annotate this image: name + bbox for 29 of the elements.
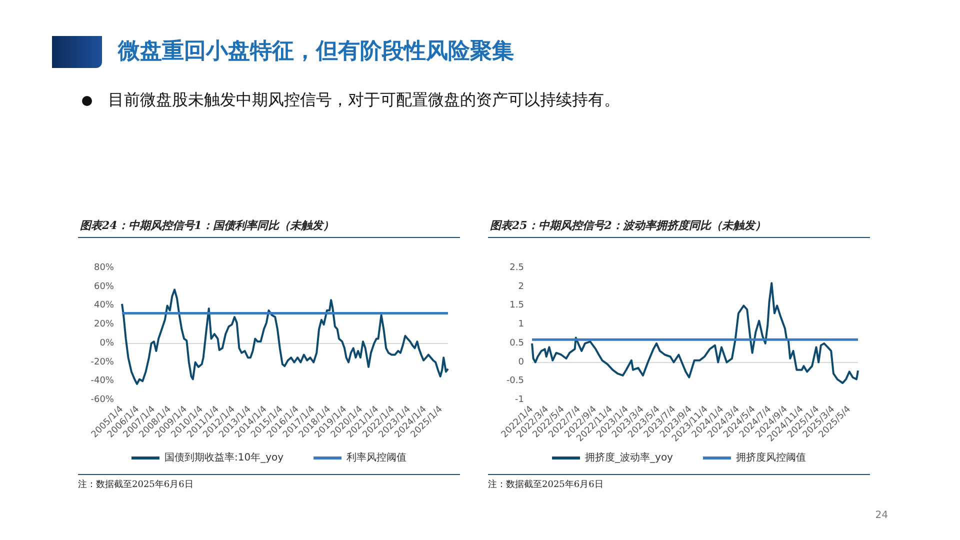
- line-series: [531, 282, 859, 384]
- text: 注：数据截至2025年6月6日: [488, 478, 604, 491]
- y-tick-label: 0%: [100, 338, 114, 348]
- y-tick-label: -1: [515, 395, 524, 405]
- text: 24: [875, 510, 888, 521]
- y-tick-label: 1.5: [510, 300, 524, 311]
- y-tick-label: 40%: [94, 300, 114, 311]
- y-tick-label: 2.5: [510, 263, 524, 273]
- y-tick-label: 20%: [94, 320, 114, 330]
- legend-label: 国债到期收益率:10年_yoy: [164, 452, 284, 464]
- legend-label: 拥挤度风控阈值: [736, 452, 806, 464]
- line-series: [121, 288, 449, 385]
- legend-label: 拥挤度_波动率_yoy: [585, 452, 674, 464]
- chart-title: 图表25：中期风控信号2：波动率拥挤度同比（未触发）: [488, 218, 870, 238]
- y-tick-label: 60%: [94, 282, 114, 292]
- y-tick-label: 1: [518, 320, 524, 330]
- y-tick-label: -60%: [90, 395, 114, 405]
- y-tick-label: -0.5: [506, 376, 524, 386]
- chart-title: 图表24：中期风控信号1：国债利率同比（未触发）: [78, 218, 460, 238]
- text: 注：数据截至2025年6月6日: [78, 478, 194, 491]
- text: 微盘重回小盘特征，但有阶段性风险聚集: [118, 38, 514, 66]
- text: 目前微盘股未触发中期风控信号，对于可配置微盘的资产可以持续持有。: [108, 90, 620, 111]
- y-tick-label: 80%: [94, 263, 114, 273]
- legend-label: 利率风控阈值: [346, 452, 407, 464]
- y-tick-label: 2: [518, 282, 524, 292]
- y-tick-label: 0.5: [510, 338, 524, 348]
- y-tick-label: -20%: [90, 357, 114, 368]
- y-tick-label: -40%: [90, 376, 114, 386]
- y-tick-label: 0: [518, 357, 524, 368]
